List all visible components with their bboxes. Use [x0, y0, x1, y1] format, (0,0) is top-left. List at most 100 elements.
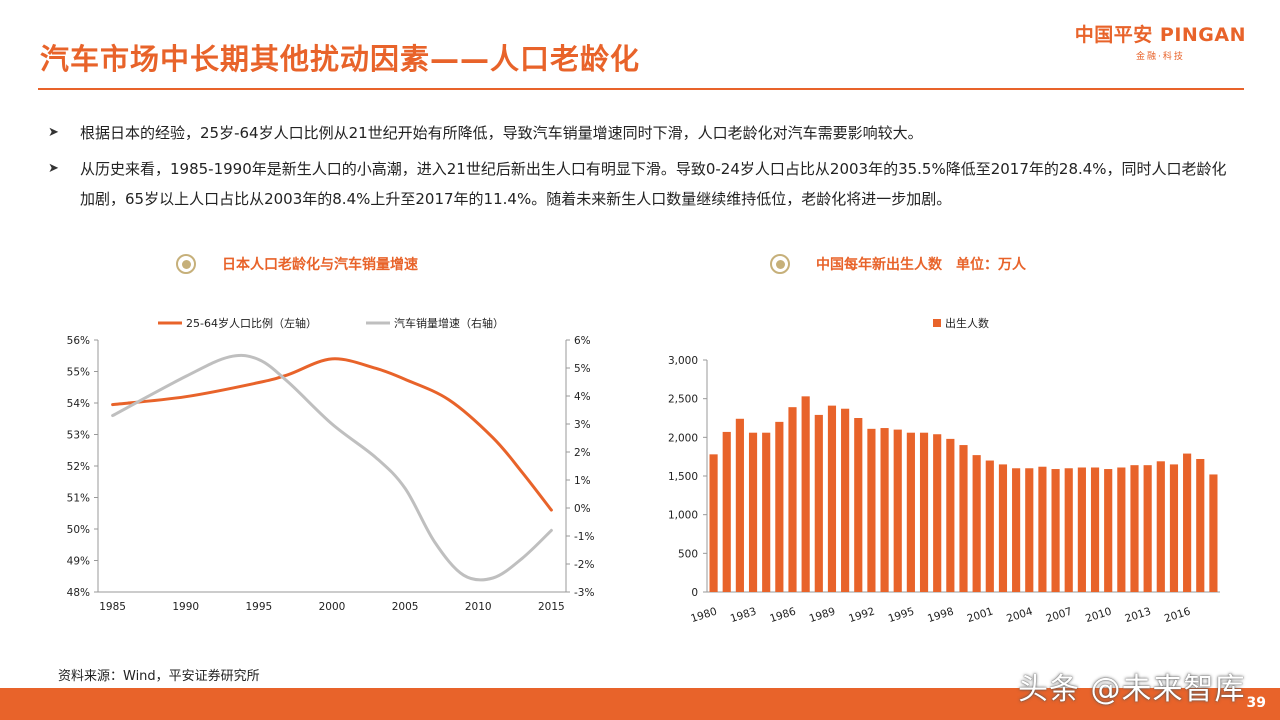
left-y-tick-label: 55% [67, 367, 90, 379]
right-y-tick-label: 2% [574, 447, 591, 459]
x-tick-label: 2007 [1045, 605, 1074, 625]
bar [722, 431, 731, 592]
left-y-tick-label: 51% [67, 493, 90, 505]
title-divider [38, 88, 1244, 90]
bar [1025, 468, 1034, 592]
legend-label: 出生人数 [945, 316, 989, 330]
left-y-tick-label: 54% [67, 398, 90, 410]
left-panel-header: 日本人口老龄化与汽车销量增速 [176, 254, 418, 274]
bar [998, 464, 1008, 592]
right-panel-header: 中国每年新出生人数 单位：万人 [770, 254, 1026, 274]
bar [1012, 468, 1021, 592]
right-y-tick-label: 6% [574, 335, 591, 347]
arrow-bullet-icon: ➤ [48, 125, 59, 140]
bar [1183, 453, 1192, 592]
bar [1209, 474, 1218, 592]
right-y-tick-label: 1% [574, 475, 591, 487]
x-tick-label: 2004 [1005, 605, 1034, 625]
bar [906, 432, 915, 592]
x-tick-label: 1980 [689, 605, 718, 625]
bar [801, 396, 810, 592]
right-y-tick-label: 0% [574, 503, 591, 515]
bar [867, 428, 876, 592]
x-tick-label: 1995 [887, 605, 916, 625]
bar [893, 429, 902, 592]
x-tick-label: 1995 [246, 601, 273, 613]
x-tick-label: 2001 [966, 605, 995, 625]
left-y-tick-label: 50% [67, 524, 90, 536]
bar [1051, 469, 1060, 592]
x-tick-label: 1992 [847, 605, 876, 625]
bar [1077, 467, 1086, 592]
source-note: 资料来源：Wind，平安证券研究所 [58, 669, 260, 684]
left-y-tick-label: 53% [67, 430, 90, 442]
x-tick-label: 2010 [1084, 605, 1113, 625]
bar [1117, 467, 1126, 592]
right-y-tick-label: -3% [574, 587, 594, 599]
right-panel-title: 中国每年新出生人数 单位：万人 [816, 257, 1026, 273]
bullet-item: ➤ 根据日本的经验，25岁-64岁人口比例从21世纪开始有所降低，导致汽车销量增… [48, 118, 1238, 148]
bar [985, 460, 994, 592]
bar [1196, 458, 1205, 592]
series-line-2 [111, 353, 553, 582]
bullet-list: ➤ 根据日本的经验，25岁-64岁人口比例从21世纪开始有所降低，导致汽车销量增… [48, 118, 1238, 220]
left-y-tick-label: 49% [67, 556, 90, 568]
y-tick-label: 1,500 [668, 471, 698, 483]
bar [1130, 465, 1139, 592]
right-y-tick-label: 4% [574, 391, 591, 403]
bar [972, 455, 981, 592]
left-y-tick-label: 56% [67, 335, 90, 347]
x-tick-label: 2013 [1123, 605, 1152, 625]
y-tick-label: 0 [691, 587, 698, 599]
x-tick-label: 1998 [926, 605, 955, 625]
bar [814, 414, 823, 592]
bar [919, 432, 929, 592]
bullet-text: 根据日本的经验，25岁-64岁人口比例从21世纪开始有所降低，导致汽车销量增速同… [80, 124, 923, 142]
bar [1104, 469, 1113, 592]
x-tick-label: 2000 [319, 601, 346, 613]
bar [748, 432, 758, 592]
arrow-bullet-icon: ➤ [48, 161, 59, 176]
x-tick-label: 1986 [768, 605, 797, 625]
y-tick-label: 1,000 [668, 510, 698, 522]
x-tick-label: 1985 [99, 601, 126, 613]
bar [933, 434, 942, 592]
legend-swatch [933, 319, 941, 327]
x-tick-label: 2015 [538, 601, 565, 613]
left-y-tick-label: 52% [67, 461, 90, 473]
page-title: 汽车市场中长期其他扰动因素——人口老龄化 [40, 42, 641, 76]
pingan-logo: 中国平安 PINGAN 金融·科技 [1075, 20, 1246, 62]
bar [735, 418, 744, 592]
left-panel-title: 日本人口老龄化与汽车销量增速 [222, 257, 418, 273]
bar [827, 405, 837, 592]
bar [841, 408, 850, 592]
x-tick-label: 1989 [808, 605, 837, 625]
logo-sub-text: 金融·科技 [1135, 52, 1185, 62]
bullet-item: ➤ 从历史来看，1985-1990年是新生人口的小高潮，进入21世纪后新出生人口… [48, 154, 1238, 214]
logo-main-text: 中国平安 PINGAN [1074, 24, 1246, 46]
bar [1090, 467, 1100, 592]
bar [946, 438, 955, 592]
bar [775, 421, 784, 592]
bar [762, 432, 771, 592]
x-tick-label: 2010 [465, 601, 492, 613]
bar-chart: 0 500 1,000 1,500 2,000 2,500 3,000 1980 1983 198… [668, 316, 1220, 625]
line-chart: 56% 55% 54% 53% 52% 51% 50% 49% 48% 6% 5% 4% 3% 2% 1% 0… [67, 316, 595, 613]
watermark: 头条 @未来智库 [1018, 672, 1246, 707]
bar [959, 445, 968, 592]
x-tick-label: 1983 [729, 605, 758, 625]
y-tick-label: 500 [678, 548, 698, 560]
x-tick-label: 1990 [172, 601, 199, 613]
left-y-tick-label: 48% [67, 587, 90, 599]
bar [1064, 468, 1073, 592]
footer-bar [0, 688, 1280, 720]
legend-label: 25-64岁人口比例（左轴） [186, 316, 317, 330]
series-line-1 [111, 357, 553, 512]
bullet-text: 从历史来看，1985-1990年是新生人口的小高潮，进入21世纪后新出生人口有明… [80, 160, 1227, 208]
bar [880, 428, 889, 592]
bar [1156, 461, 1165, 592]
bar [709, 454, 718, 592]
x-tick-label: 2005 [392, 601, 419, 613]
bar [1038, 466, 1047, 592]
target-icon [176, 254, 196, 274]
